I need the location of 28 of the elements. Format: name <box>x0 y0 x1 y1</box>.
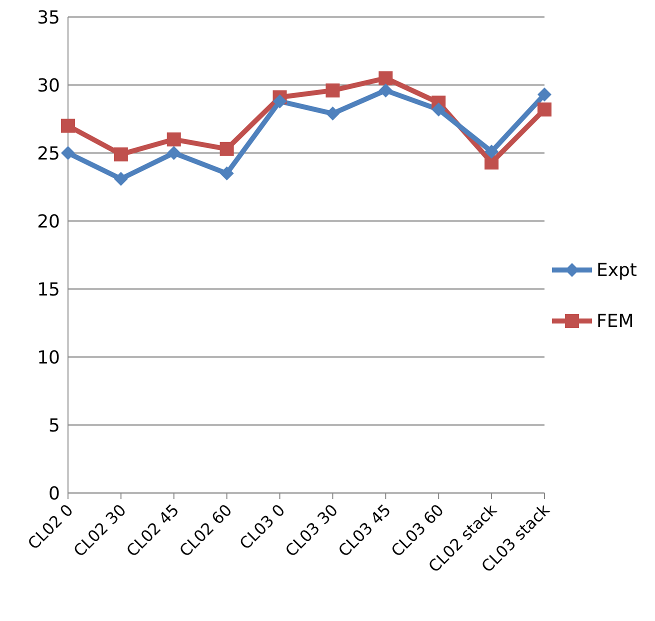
y-tick-label: 30 <box>37 75 60 96</box>
point <box>378 83 393 98</box>
y-tick-label: 35 <box>37 7 60 28</box>
y-tick-label: 10 <box>37 347 60 368</box>
point <box>114 147 128 162</box>
y-tick-label: 0 <box>48 483 60 504</box>
point <box>166 132 181 146</box>
point <box>114 172 128 186</box>
point <box>537 102 552 116</box>
legend-label: Expt <box>596 260 637 280</box>
point <box>166 146 181 160</box>
legend-label: FEM <box>596 310 634 332</box>
point <box>61 146 75 160</box>
point <box>378 71 393 86</box>
point <box>272 94 287 108</box>
point <box>61 118 75 133</box>
point <box>537 88 552 102</box>
point <box>432 102 446 116</box>
y-tick-label: 20 <box>37 211 60 232</box>
y-tick-label: 15 <box>37 279 60 300</box>
y-tick-label: 25 <box>37 143 60 164</box>
point <box>484 144 499 159</box>
point <box>326 106 340 121</box>
y-tick-label: 5 <box>48 415 60 436</box>
point <box>220 142 234 156</box>
point <box>484 156 499 170</box>
point <box>326 83 340 98</box>
point <box>220 166 234 180</box>
